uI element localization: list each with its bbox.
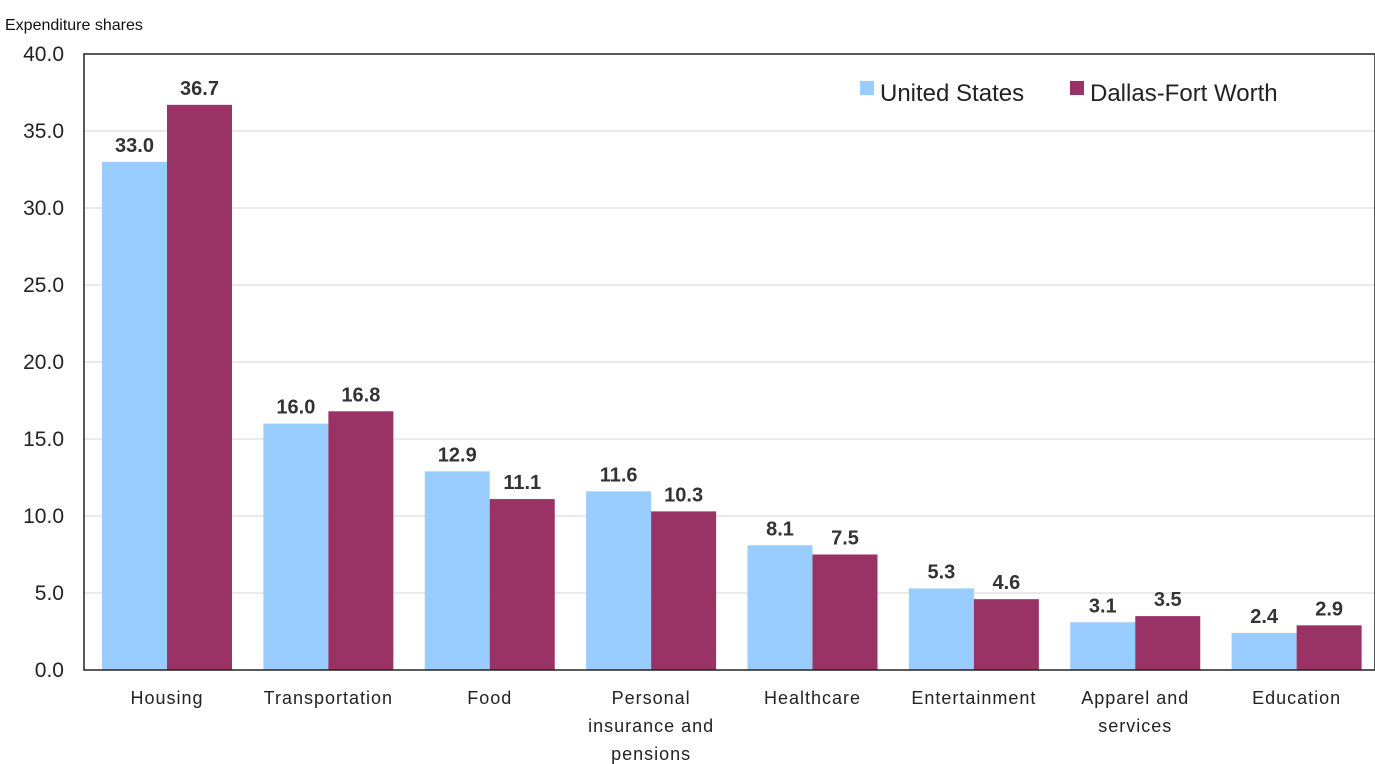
bar-dallas-fort-worth <box>973 599 1039 670</box>
y-tick-label: 15.0 <box>23 428 64 451</box>
bar-dallas-fort-worth <box>1135 616 1201 670</box>
bar-united-states <box>586 491 652 670</box>
data-label: 11.6 <box>600 464 638 486</box>
category-label: Food <box>467 688 512 708</box>
category-labels: Housing Transportation Food Personal insuran… <box>130 688 1341 764</box>
legend-swatch <box>860 81 874 95</box>
data-label: 33.0 <box>115 135 154 157</box>
data-label: 2.9 <box>1315 598 1343 620</box>
y-tick-label: 40.0 <box>23 43 64 66</box>
legend-swatch <box>1070 81 1084 95</box>
bar-united-states <box>747 545 813 670</box>
category-label: Education <box>1252 688 1341 708</box>
bar-united-states <box>908 588 974 670</box>
legend-label: United States <box>880 80 1024 107</box>
y-tick-label: 30.0 <box>23 197 64 220</box>
bar-united-states <box>263 423 329 670</box>
category-label: Entertainment <box>911 688 1036 708</box>
category-label: Housing <box>130 688 203 708</box>
category-label: Personal insurance and pensions <box>588 688 714 764</box>
data-label: 11.1 <box>503 472 541 494</box>
y-tick-labels: 0.0 5.0 10.0 15.0 20.0 25.0 30.0 35.0 40.0 <box>23 43 64 682</box>
category-label: Healthcare <box>764 688 861 708</box>
category-label: Apparel and services <box>1081 688 1189 736</box>
data-label: 16.0 <box>276 397 315 419</box>
y-tick-label: 25.0 <box>23 274 64 297</box>
data-label: 3.5 <box>1154 589 1182 611</box>
legend-label: Dallas-Fort Worth <box>1090 80 1278 107</box>
bar-dallas-fort-worth <box>328 411 394 670</box>
legend: United States Dallas-Fort Worth <box>860 80 1278 107</box>
data-label: 7.5 <box>831 528 859 550</box>
bar-united-states <box>102 161 167 671</box>
y-tick-label: 20.0 <box>23 351 64 374</box>
category-label: Transportation <box>264 688 393 708</box>
bar-united-states <box>424 471 490 670</box>
y-tick-label: 5.0 <box>35 582 64 605</box>
bar-dallas-fort-worth <box>489 499 555 670</box>
y-tick-label: 10.0 <box>23 505 64 528</box>
data-labels: 33.0 36.7 16.0 16.8 12.9 11.1 11.6 10.3 8.1 7.5 5.… <box>115 78 1343 628</box>
data-label: 8.1 <box>766 518 794 540</box>
data-label: 4.6 <box>992 572 1020 594</box>
bar-dallas-fort-worth <box>1296 625 1362 670</box>
data-label: 2.4 <box>1250 606 1279 628</box>
data-label: 16.8 <box>341 384 380 406</box>
y-tick-label: 0.0 <box>35 659 64 682</box>
data-label: 36.7 <box>180 78 219 100</box>
data-label: 10.3 <box>664 484 703 506</box>
bar-dallas-fort-worth <box>812 554 878 670</box>
bar-dallas-fort-worth <box>651 511 717 670</box>
bar-united-states <box>1070 622 1136 670</box>
data-label: 5.3 <box>927 561 955 583</box>
y-tick-label: 35.0 <box>23 120 64 143</box>
y-axis-label: Expenditure shares <box>5 17 143 34</box>
plot-frame <box>83 53 1375 671</box>
data-label: 3.1 <box>1089 595 1117 617</box>
bar-united-states <box>1231 633 1297 670</box>
bar-dallas-fort-worth <box>167 104 232 670</box>
data-label: 12.9 <box>438 444 477 466</box>
bars <box>102 104 1362 671</box>
